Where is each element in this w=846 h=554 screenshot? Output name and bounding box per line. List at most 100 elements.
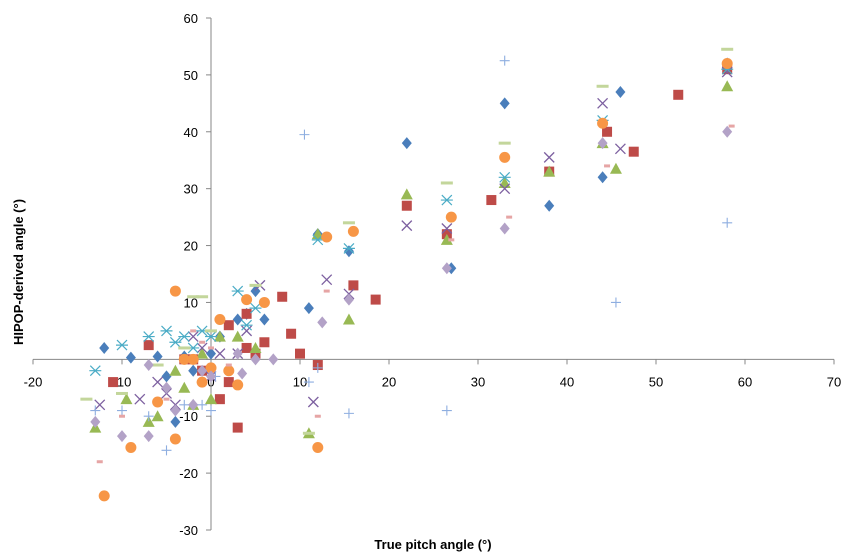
data-point-circle — [347, 225, 359, 237]
data-point-square — [232, 422, 243, 433]
data-point-dash-long — [151, 363, 164, 367]
data-point-dash-long — [80, 397, 93, 401]
x-tick-label: 40 — [560, 374, 574, 389]
data-point-dash-long — [440, 181, 453, 185]
data-point-square — [286, 328, 297, 339]
data-point-triangle — [543, 165, 556, 177]
data-point-circle — [499, 151, 511, 163]
data-point-x — [543, 151, 555, 163]
data-point-circle — [258, 296, 270, 308]
data-point-dash-long — [196, 295, 209, 299]
data-point-plus — [303, 377, 314, 388]
data-point-dash-long — [596, 84, 609, 88]
data-point-plus — [206, 405, 216, 416]
data-point-asterisk — [240, 319, 253, 331]
data-point-diamond — [597, 171, 608, 184]
data-point-circle — [187, 353, 199, 365]
data-point-dash-long — [205, 329, 217, 333]
data-point-diamond — [232, 313, 243, 326]
data-point-dash-short — [604, 164, 611, 168]
data-point-diamond — [615, 85, 626, 98]
data-point-square — [223, 320, 234, 331]
y-axis: -30-20-100102030405060 — [179, 11, 212, 538]
data-point-circle — [169, 285, 181, 297]
data-point-triangle — [178, 381, 191, 393]
data-point-x — [152, 376, 164, 388]
x-tick-label: 50 — [649, 374, 663, 389]
data-point-plus — [299, 129, 310, 140]
data-point-diamond — [117, 430, 127, 443]
data-point-diamond — [143, 430, 154, 443]
data-point-diamond — [499, 222, 510, 235]
data-point-diamond — [343, 293, 354, 306]
data-point-diamond — [268, 353, 279, 366]
x-tick-label: 60 — [738, 374, 752, 389]
data-point-diamond — [197, 364, 208, 377]
y-tick-label: 30 — [184, 182, 198, 197]
x-axis-title: True pitch angle (°) — [374, 537, 491, 552]
data-point-diamond — [161, 370, 172, 383]
data-point-circle — [312, 442, 324, 454]
data-point-triangle — [120, 393, 133, 405]
data-point-triangle — [169, 364, 182, 376]
data-point-circle — [196, 376, 208, 388]
data-point-circle — [205, 362, 217, 374]
x-tick-label: 20 — [382, 374, 396, 389]
data-point-triangle — [400, 188, 413, 200]
y-tick-label: -20 — [179, 466, 198, 481]
data-point-x — [401, 220, 413, 232]
data-point-dash-long — [187, 295, 200, 299]
data-point-square — [277, 291, 288, 302]
data-point-dash-short — [208, 346, 214, 350]
data-point-triangle — [721, 80, 734, 92]
data-point-diamond — [90, 415, 101, 428]
data-point-asterisk — [160, 325, 173, 337]
data-point-asterisk — [116, 339, 128, 351]
data-point-diamond — [232, 347, 243, 360]
data-point-dash-short — [199, 340, 206, 344]
data-point-asterisk — [178, 331, 191, 343]
data-point-square — [673, 89, 684, 100]
data-point-plus — [117, 405, 127, 416]
data-point-square — [108, 377, 119, 388]
data-point-x — [196, 342, 208, 354]
y-tick-label: 40 — [184, 125, 198, 140]
series-5-asterisk — [89, 63, 734, 377]
data-point-diamond — [206, 370, 216, 383]
data-point-diamond — [401, 137, 412, 150]
data-point-triangle — [213, 330, 226, 342]
data-point-square — [370, 294, 381, 305]
data-point-plus — [143, 411, 154, 422]
data-point-diamond — [170, 404, 181, 417]
data-point-dash-short — [323, 289, 330, 293]
data-point-square — [348, 280, 359, 291]
series-10-diamond — [90, 125, 733, 443]
y-axis-title: HIPOP-derived angle (°) — [11, 199, 26, 345]
data-point-dash-short — [163, 397, 170, 401]
y-tick-label: 60 — [184, 11, 198, 26]
data-point-dash-short — [314, 414, 321, 418]
x-tick-label: 10 — [293, 374, 307, 389]
data-point-diamond — [188, 398, 199, 411]
data-point-triangle — [151, 410, 164, 422]
data-point-square — [486, 195, 497, 206]
data-point-diamond — [188, 364, 199, 377]
data-point-circle — [178, 353, 190, 365]
data-point-circle — [321, 231, 333, 243]
data-point-dash-short — [119, 414, 125, 418]
data-point-circle — [445, 211, 457, 223]
y-tick-label: 50 — [184, 68, 198, 83]
data-point-asterisk — [342, 242, 355, 254]
data-point-plus — [197, 399, 208, 410]
data-point-dash-short — [190, 329, 197, 333]
data-point-diamond — [206, 347, 216, 360]
x-tick-label: -20 — [24, 374, 43, 389]
data-point-diamond — [499, 97, 510, 110]
data-point-square — [214, 394, 225, 405]
y-tick-label: -10 — [179, 409, 198, 424]
data-point-diamond — [544, 199, 555, 212]
data-point-plus — [610, 297, 621, 308]
data-point-asterisk — [440, 194, 453, 206]
data-point-diamond — [170, 415, 181, 428]
